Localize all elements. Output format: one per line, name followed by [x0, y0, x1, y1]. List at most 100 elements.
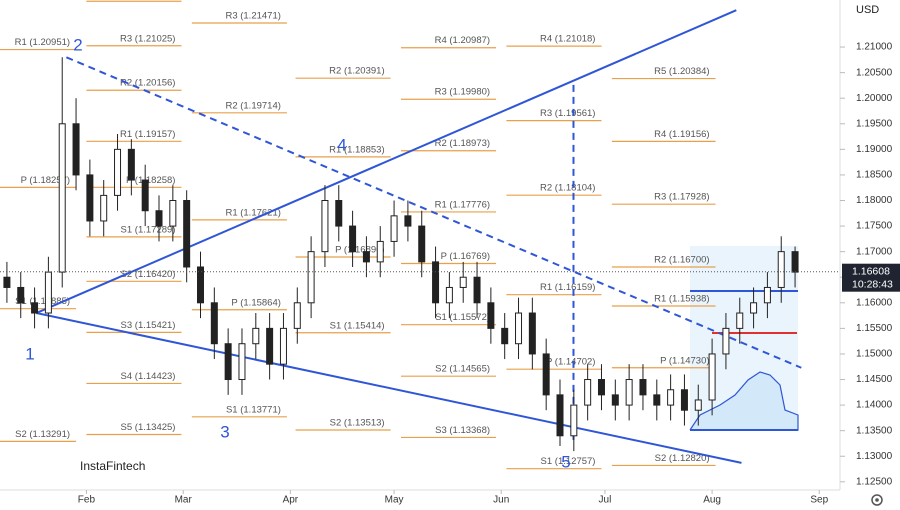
x-tick-label: Sep	[810, 495, 828, 506]
candle-body	[708, 353, 716, 401]
candle-body	[791, 251, 799, 273]
pivot-label: R2 (1.19714)	[225, 100, 280, 111]
candle-body	[680, 389, 688, 411]
pivot-label: R1 (1.16159)	[540, 282, 595, 293]
settings-icon[interactable]	[871, 494, 883, 506]
pivot-label: S4 (1.14423)	[121, 371, 176, 382]
volume-profile-outline	[689, 371, 799, 431]
candle-body	[459, 276, 467, 288]
trend-lines	[35, 9, 802, 464]
pivot-label: R1 (1.20951)	[15, 37, 70, 48]
candle-body	[44, 271, 52, 314]
y-tick-label: 1.17500	[856, 221, 893, 232]
pivot-levels: R1 (1.20951) P (1.18257) S1 (1.15885) S2 (1…	[0, 0, 716, 470]
y-tick-label: 1.13500	[856, 425, 893, 436]
pivot-label: R2 (1.20156)	[120, 78, 175, 89]
pivot-label: P (1.15864)	[231, 297, 280, 308]
candle-body	[432, 261, 440, 304]
candle-body	[736, 312, 744, 329]
y-tick-label: 1.13000	[856, 451, 893, 462]
y-tick-label: 1.21000	[856, 42, 893, 53]
candle-body	[556, 394, 564, 437]
currency: USD	[856, 4, 879, 16]
wave-label: 2	[73, 35, 82, 54]
candle-body	[570, 404, 578, 437]
price-tag	[842, 263, 900, 292]
candle-body	[155, 210, 163, 227]
pivot-label: S1 (1.15885)	[15, 296, 70, 307]
y-tick-label: 1.18000	[856, 195, 893, 206]
settings-icon[interactable]	[871, 494, 883, 506]
wave-label: 4	[337, 135, 346, 154]
x-tick-label: Feb	[78, 495, 96, 506]
y-tick-label: 1.17000	[856, 246, 893, 257]
candle-body	[653, 394, 661, 406]
candle-body	[293, 302, 301, 329]
pivot-label: S1 (1.15414)	[330, 320, 385, 331]
trend-line	[35, 9, 737, 314]
pivot-label: P (1.18257)	[21, 175, 70, 186]
candle-body	[694, 399, 702, 411]
candle-body	[722, 327, 730, 355]
y-tick-label: 1.20500	[856, 67, 893, 78]
candle-body	[777, 251, 785, 288]
y-tick-label: 1.14500	[856, 374, 893, 385]
pivot-label: R2 (1.18104)	[540, 183, 595, 194]
pivot-label: S2 (1.14565)	[435, 364, 490, 375]
pivot-label: S2 (1.12820)	[655, 453, 710, 464]
candle-body	[335, 200, 343, 227]
x-tick-label: Mar	[175, 495, 193, 506]
candle-body	[611, 394, 619, 406]
pivot-label: P (1.18258)	[126, 175, 175, 186]
wave-label: 5	[561, 452, 570, 471]
candle-body	[86, 174, 94, 222]
candle-body	[127, 148, 135, 181]
candle-body	[625, 379, 633, 406]
candle-body	[390, 215, 398, 242]
x-tick-label: Aug	[703, 495, 721, 506]
candle-body	[3, 276, 11, 288]
pivot-label: R3 (1.19980)	[435, 87, 490, 98]
candle-body	[667, 389, 675, 406]
x-tick-label: Jul	[599, 495, 612, 506]
y-tick-label: 1.12500	[856, 476, 893, 487]
candle-body	[279, 327, 287, 365]
settings-icon[interactable]	[875, 498, 879, 502]
pivot-label: R1 (1.17776)	[435, 199, 490, 210]
pivot-label: S2 (1.13291)	[15, 429, 70, 440]
pivot-label: R4 (1.20987)	[435, 35, 490, 46]
x-tick-label: Jun	[493, 495, 509, 506]
candle-body	[763, 286, 771, 304]
pivot-label: R3 (1.21471)	[225, 10, 280, 21]
candle-body	[307, 251, 315, 304]
last-price-label: 1.16608	[852, 265, 890, 277]
candle-body	[445, 286, 453, 304]
candle-body	[376, 240, 384, 263]
candle-body	[597, 379, 605, 396]
pivot-label: S5 (1.13425)	[121, 422, 176, 433]
pivot-label: R3 (1.17928)	[654, 192, 709, 203]
watermark-box	[76, 456, 148, 478]
candle-body	[17, 286, 25, 304]
candle-body	[31, 302, 39, 314]
candle-body	[349, 225, 357, 253]
pivot-label: R1 (1.18853)	[329, 144, 384, 155]
pivot-label: S3 (1.13368)	[435, 425, 490, 436]
candle-body	[750, 302, 758, 314]
x-tick-label: Apr	[283, 495, 299, 506]
y-tick-label: 1.20000	[856, 93, 893, 104]
pivot-label: S1 (1.17289)	[121, 224, 176, 235]
candle-body	[639, 379, 647, 396]
pivot-label: R1 (1.15938)	[654, 293, 709, 304]
candle-body	[100, 194, 108, 222]
candle-body	[487, 302, 495, 329]
candle-body	[501, 327, 509, 345]
pivot-label: S1 (1.13771)	[226, 404, 281, 415]
candle-body	[141, 179, 149, 212]
plot-area: R1 (1.20951) P (1.18257) S1 (1.15885) S2 (1…	[0, 0, 840, 471]
watermark: InstaFintech	[80, 459, 145, 473]
y-tick-label: 1.16000	[856, 297, 893, 308]
pivot-label: S2 (1.13513)	[330, 418, 385, 429]
y-tick-label: 1.18500	[856, 170, 893, 181]
